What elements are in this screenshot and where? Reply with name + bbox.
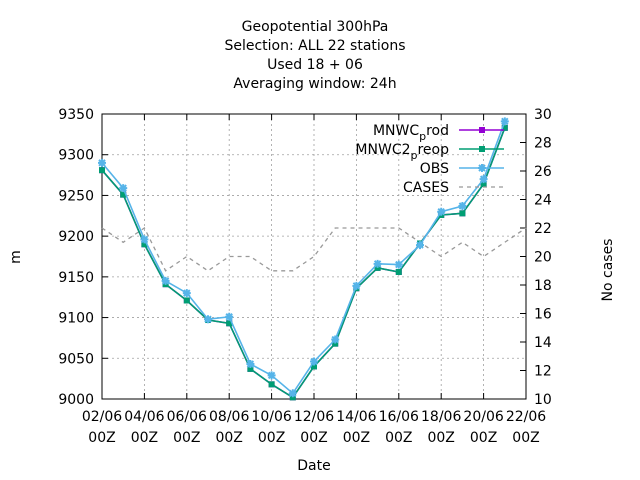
- x-tick-label: 22/06 00Z: [506, 409, 546, 446]
- data-point: [501, 124, 508, 131]
- y2-tick-label: 24: [534, 193, 552, 209]
- y2-tick-label: 20: [534, 250, 552, 266]
- data-point: [374, 264, 381, 271]
- y-tick-label: 9350: [58, 107, 94, 123]
- legend-label: CASES: [403, 180, 449, 196]
- title-line: Used 18 + 06: [267, 57, 363, 73]
- y-tick-label: 9100: [58, 311, 94, 327]
- y2-tick-label: 28: [534, 136, 552, 152]
- y-axis: 9000 9050 9100 9150 9200 9250 9300 9350: [58, 107, 108, 408]
- legend-label: OBS: [420, 161, 449, 177]
- data-point: [331, 335, 340, 344]
- data-point: [458, 202, 467, 211]
- data-point: [161, 276, 170, 285]
- data-point: [373, 259, 382, 268]
- title-line: Geopotential 300hPa: [242, 19, 389, 35]
- x-tick-label: 10/06 00Z: [251, 409, 291, 446]
- data-point: [98, 158, 106, 167]
- y2-tick-label: 18: [534, 278, 552, 294]
- x-tick-label: 14/06 00Z: [336, 409, 376, 446]
- data-point: [416, 241, 424, 250]
- y-tick-label: 9250: [58, 188, 94, 204]
- title-line: Selection: ALL 22 stations: [224, 38, 405, 54]
- y2-tick-label: 26: [534, 164, 552, 180]
- x-tick-label: 08/06 00Z: [209, 409, 249, 446]
- x-tick-label: 20/06 00Z: [463, 409, 503, 446]
- x-tick-label: 16/06 00Z: [379, 409, 419, 446]
- data-point: [311, 363, 317, 370]
- data-point: [225, 312, 234, 321]
- data-point: [120, 191, 127, 198]
- x-tick-label: 12/06 00Z: [294, 409, 334, 446]
- data-point: [500, 117, 509, 126]
- data-point: [310, 357, 318, 366]
- data-point: [119, 184, 128, 193]
- data-point: [394, 260, 403, 269]
- chart-title: Geopotential 300hPa Selection: ALL 22 sta…: [224, 19, 405, 92]
- y-tick-label: 9050: [58, 351, 94, 367]
- data-point: [246, 359, 255, 368]
- y2-axis-label: No cases: [600, 239, 616, 302]
- data-point: [141, 241, 148, 248]
- legend-marker: [479, 146, 485, 152]
- y2-axis: 10 12 14 16 18 20 22 24 26 28 30: [520, 107, 552, 408]
- data-point: [289, 394, 296, 401]
- series-line: [101, 121, 506, 395]
- legend-marker: [478, 164, 486, 172]
- y-tick-label: 9200: [58, 229, 94, 245]
- data-point: [332, 340, 339, 347]
- x-tick-label: 04/06 00Z: [124, 409, 164, 446]
- y2-tick-label: 30: [534, 107, 552, 123]
- y-axis-label: m: [8, 250, 24, 264]
- data-point: [268, 381, 275, 388]
- x-tick-label: 06/06 00Z: [167, 409, 207, 446]
- y2-tick-label: 12: [534, 364, 552, 380]
- grid: [101, 113, 527, 400]
- series-line: [101, 227, 527, 272]
- y-tick-label: 9300: [58, 148, 94, 164]
- title-line: Averaging window: 24h: [233, 76, 396, 92]
- legend-label: MNWC2preop: [355, 142, 449, 162]
- y-tick-label: 9000: [58, 392, 94, 408]
- y2-tick-label: 14: [534, 335, 552, 351]
- y2-tick-label: 22: [534, 221, 552, 237]
- data-point: [226, 320, 233, 327]
- data-point: [352, 281, 361, 290]
- data-point: [204, 315, 212, 324]
- series-layer: [98, 117, 527, 401]
- data-point: [99, 167, 105, 174]
- series-obs: [98, 117, 509, 398]
- data-point: [479, 175, 488, 184]
- legend-marker: [479, 127, 485, 133]
- legend-label: MNWCprod: [373, 123, 449, 143]
- x-tick-label: 02/06 00Z: [82, 409, 122, 446]
- data-point: [480, 181, 487, 188]
- y2-tick-label: 16: [534, 307, 552, 323]
- x-axis-label: Date: [297, 458, 330, 474]
- data-point: [437, 207, 446, 216]
- plot-frame: [101, 113, 527, 400]
- y2-tick-label: 10: [534, 392, 552, 408]
- data-point: [288, 389, 297, 398]
- data-point: [140, 235, 149, 244]
- data-point: [459, 210, 466, 217]
- data-point: [267, 371, 276, 380]
- data-point: [183, 297, 190, 304]
- series-line: [101, 127, 506, 399]
- series-cases: [101, 227, 527, 272]
- data-point: [182, 289, 191, 298]
- x-tick-label: 18/06 00Z: [421, 409, 461, 446]
- data-point: [247, 365, 254, 372]
- y-tick-label: 9150: [58, 270, 94, 286]
- data-point: [395, 268, 402, 275]
